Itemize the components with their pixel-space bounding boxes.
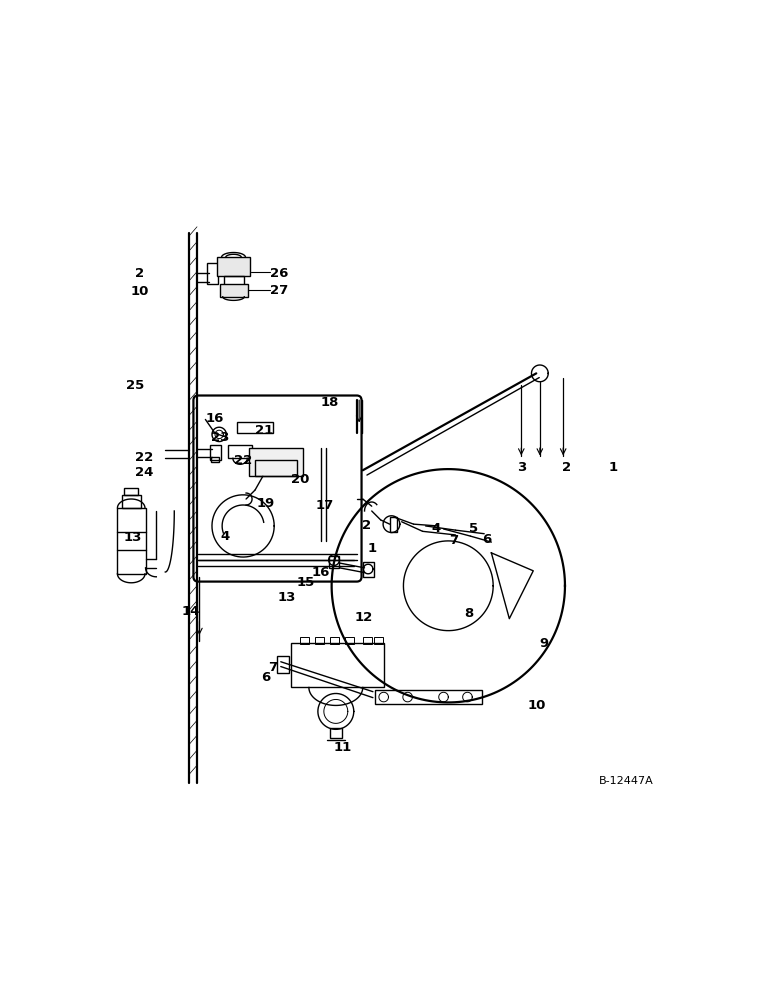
Bar <box>300 637 310 644</box>
Text: 16: 16 <box>312 566 330 579</box>
Text: 26: 26 <box>269 267 288 280</box>
Text: B-12447A: B-12447A <box>598 776 653 786</box>
Text: 10: 10 <box>130 285 149 298</box>
Bar <box>363 637 372 644</box>
Text: 19: 19 <box>256 497 274 510</box>
Text: 13: 13 <box>278 591 296 604</box>
Text: 10: 10 <box>527 699 546 712</box>
Text: 3: 3 <box>516 461 526 474</box>
Text: 11: 11 <box>334 741 352 754</box>
Text: 17: 17 <box>316 499 334 512</box>
Text: 4: 4 <box>431 522 440 535</box>
Bar <box>277 656 290 673</box>
Text: 25: 25 <box>127 379 144 392</box>
Text: 12: 12 <box>355 611 373 624</box>
Text: 24: 24 <box>135 466 154 479</box>
Bar <box>315 637 324 644</box>
Bar <box>207 263 218 284</box>
Text: 6: 6 <box>482 533 492 546</box>
Bar <box>345 637 354 644</box>
Text: 7: 7 <box>269 661 278 674</box>
Polygon shape <box>492 553 533 619</box>
Bar <box>330 728 342 738</box>
Bar <box>212 457 218 462</box>
Text: 7: 7 <box>449 534 459 547</box>
Text: 22: 22 <box>234 454 252 467</box>
Bar <box>122 495 141 508</box>
Bar <box>210 445 221 460</box>
Bar <box>363 562 374 577</box>
Text: 18: 18 <box>320 396 339 409</box>
Text: 27: 27 <box>270 284 288 297</box>
Text: 2: 2 <box>562 461 571 474</box>
Bar <box>124 488 138 495</box>
Bar <box>229 445 252 458</box>
Text: 8: 8 <box>464 607 473 620</box>
Text: 6: 6 <box>261 671 270 684</box>
Text: 5: 5 <box>469 522 478 535</box>
Bar <box>329 556 340 568</box>
Bar <box>117 508 146 574</box>
Bar <box>218 257 250 276</box>
Bar <box>390 517 397 532</box>
Text: 14: 14 <box>182 605 200 618</box>
Text: 23: 23 <box>212 431 229 444</box>
Bar <box>330 637 340 644</box>
Bar <box>374 690 482 704</box>
Text: 13: 13 <box>124 531 141 544</box>
Text: 2: 2 <box>135 267 144 280</box>
Text: 2: 2 <box>362 519 371 532</box>
Text: 16: 16 <box>205 412 224 425</box>
Text: 4: 4 <box>221 530 230 543</box>
Text: 22: 22 <box>135 451 154 464</box>
Bar <box>249 448 303 476</box>
Bar <box>224 276 244 285</box>
Text: 20: 20 <box>291 473 309 486</box>
Bar <box>220 284 248 297</box>
Text: 15: 15 <box>296 576 315 589</box>
Bar <box>237 422 273 433</box>
Text: 9: 9 <box>540 637 549 650</box>
Bar <box>291 643 384 687</box>
Text: 1: 1 <box>367 542 376 555</box>
Bar <box>255 460 297 476</box>
Bar <box>374 637 383 644</box>
Text: 21: 21 <box>255 424 273 437</box>
Text: 1: 1 <box>609 461 618 474</box>
